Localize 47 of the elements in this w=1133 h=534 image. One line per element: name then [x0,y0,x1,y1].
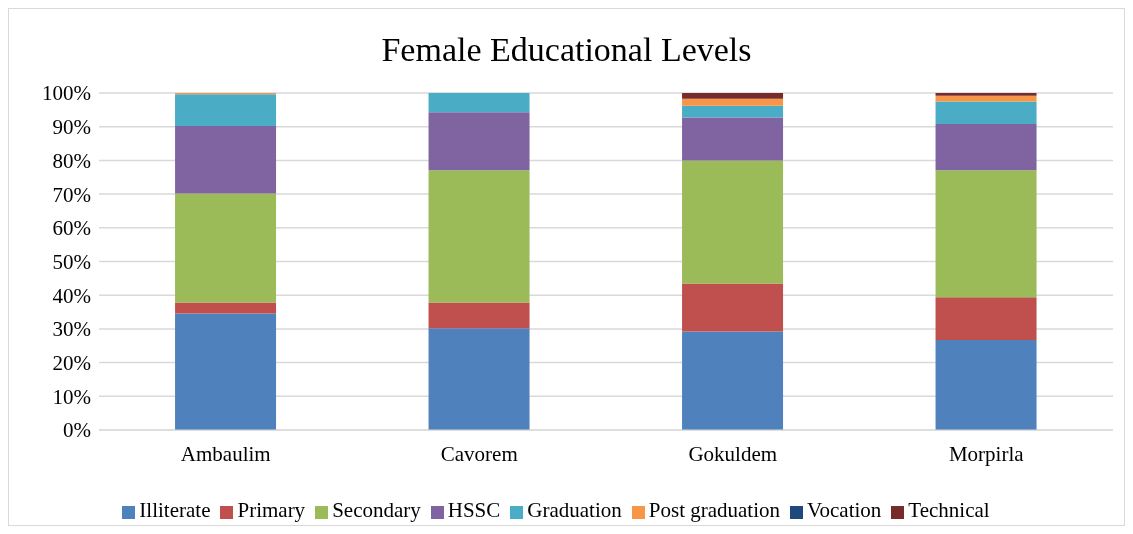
bar [428,302,530,329]
legend-label: Graduation [527,498,622,522]
y-tick-label: 20% [52,351,91,376]
legend-label: Illiterate [139,498,211,522]
legend-label: Primary [237,498,306,522]
y-tick-label: 10% [52,384,91,409]
x-tick-label: Ambaulim [180,441,271,466]
bar [175,193,277,303]
y-tick-label: 80% [52,148,91,173]
legend-label: Post graduation [648,498,781,522]
x-tick-label: Gokuldem [688,441,778,466]
bar [935,124,1037,171]
bar [428,170,530,303]
legend-label: HSSC [447,498,501,522]
legend-label: Secondary [332,498,421,522]
y-tick-label: 50% [52,249,91,274]
bar [682,98,784,106]
bar [682,105,784,118]
x-tick-label: Cavorem [440,441,518,466]
y-tick-label: 90% [52,115,91,140]
y-tick-label: 40% [52,283,91,308]
y-tick-label: 100% [42,81,91,106]
bar [935,93,1037,96]
bar [682,93,784,99]
bar [175,126,277,194]
chart-title: Female Educational Levels [380,31,753,70]
bar [935,170,1037,298]
bar [682,331,784,430]
bar [428,328,530,430]
bar [935,340,1037,430]
bar [935,297,1037,341]
bar [428,93,530,113]
y-tick-label: 60% [52,216,91,241]
bar [682,283,784,332]
legend-label: Technical [908,498,990,522]
bar [682,117,784,161]
y-tick-label: 70% [52,182,91,207]
bar [175,94,277,127]
bar [175,313,277,430]
x-tick-label: Morpirla [948,441,1025,466]
bar [935,101,1037,124]
bar [428,112,530,171]
y-tick-label: 30% [52,317,91,342]
legend-label: Vocation [807,498,882,522]
y-tick-label: 0% [63,418,91,443]
bar [682,160,784,284]
bar [175,302,277,314]
